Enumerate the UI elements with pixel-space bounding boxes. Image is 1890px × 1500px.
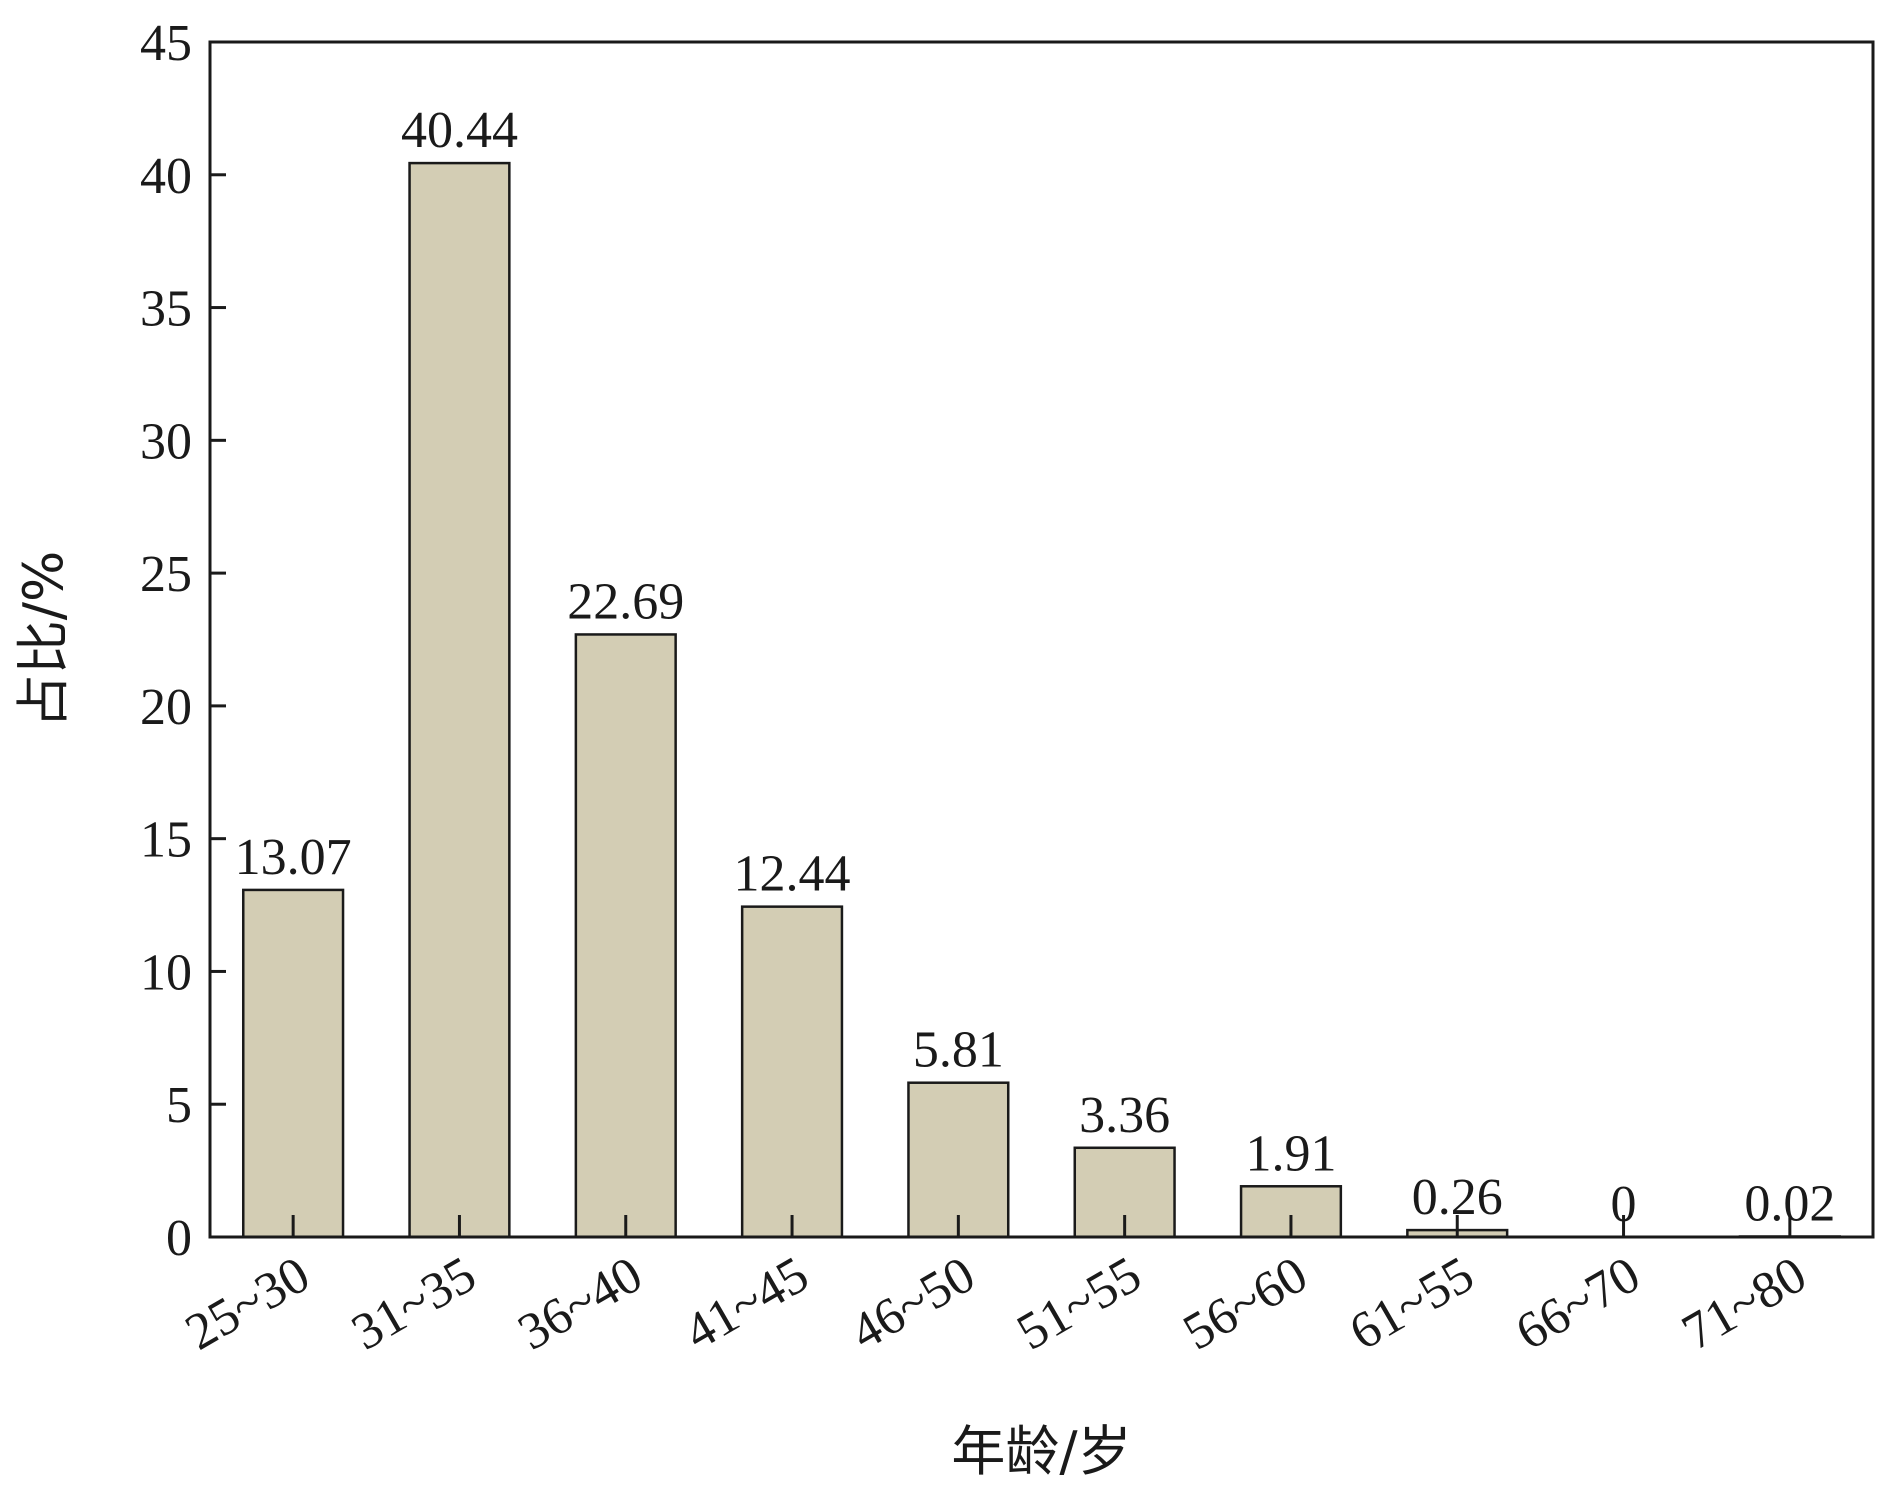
x-tick-label: 41~45 <box>675 1246 818 1361</box>
y-tick-label: 35 <box>140 281 192 338</box>
bar <box>408 161 511 1239</box>
bar-value-label: 0.02 <box>1744 1175 1835 1232</box>
y-tick-label: 10 <box>140 944 192 1001</box>
y-tick-label: 30 <box>140 413 192 470</box>
bar <box>740 905 844 1239</box>
x-tick-label: 56~60 <box>1174 1246 1317 1361</box>
bar-value-label: 5.81 <box>913 1022 1004 1079</box>
bar-value-label: 22.69 <box>567 573 684 630</box>
bar-value-label: 0.26 <box>1412 1169 1503 1226</box>
y-tick-label: 40 <box>140 148 192 205</box>
y-tick-label: 20 <box>140 679 192 736</box>
y-tick-label: 15 <box>140 812 192 869</box>
x-axis-title: 年龄/岁 <box>951 1420 1131 1483</box>
bar-value-label: 13.07 <box>235 829 352 886</box>
bar <box>242 888 345 1239</box>
y-tick-label: 0 <box>166 1210 192 1267</box>
y-tick-label: 5 <box>166 1077 192 1134</box>
x-tick-label: 31~35 <box>343 1246 486 1361</box>
bars-layer <box>242 161 1841 1239</box>
y-tick-label: 45 <box>140 15 192 72</box>
plot-frame <box>208 40 1875 1239</box>
bar-value-label: 40.44 <box>401 102 518 159</box>
x-tick-label: 25~30 <box>176 1246 319 1361</box>
bar <box>907 1081 1010 1239</box>
bar-value-label: 12.44 <box>734 846 851 903</box>
x-tick-label: 46~50 <box>841 1246 984 1361</box>
x-tick-label: 61~55 <box>1340 1246 1483 1361</box>
bar-value-label: 0 <box>1611 1176 1637 1233</box>
bar-value-label: 1.91 <box>1245 1125 1336 1182</box>
x-tick-label: 51~55 <box>1008 1246 1151 1361</box>
bar <box>574 633 677 1239</box>
x-tick-label: 36~40 <box>509 1246 652 1361</box>
bar-value-label: 3.36 <box>1079 1087 1170 1144</box>
y-axis-title: 占比/% <box>12 551 75 729</box>
x-tick-label: 66~70 <box>1507 1246 1650 1361</box>
y-tick-label: 25 <box>140 546 192 603</box>
x-tick-label: 71~80 <box>1673 1246 1816 1361</box>
